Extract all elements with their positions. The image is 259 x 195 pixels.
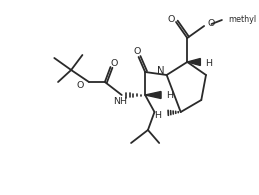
Text: NH: NH [113,98,127,106]
Text: O: O [134,48,141,57]
Text: H: H [205,58,212,67]
Text: O: O [168,14,175,24]
Text: O: O [208,19,215,27]
Polygon shape [145,91,161,98]
Text: methyl: methyl [228,14,257,24]
Text: N: N [157,66,165,76]
Text: O: O [77,81,84,90]
Polygon shape [187,58,200,66]
Text: H: H [154,111,161,120]
Text: H: H [166,91,173,100]
Text: O: O [111,58,118,67]
